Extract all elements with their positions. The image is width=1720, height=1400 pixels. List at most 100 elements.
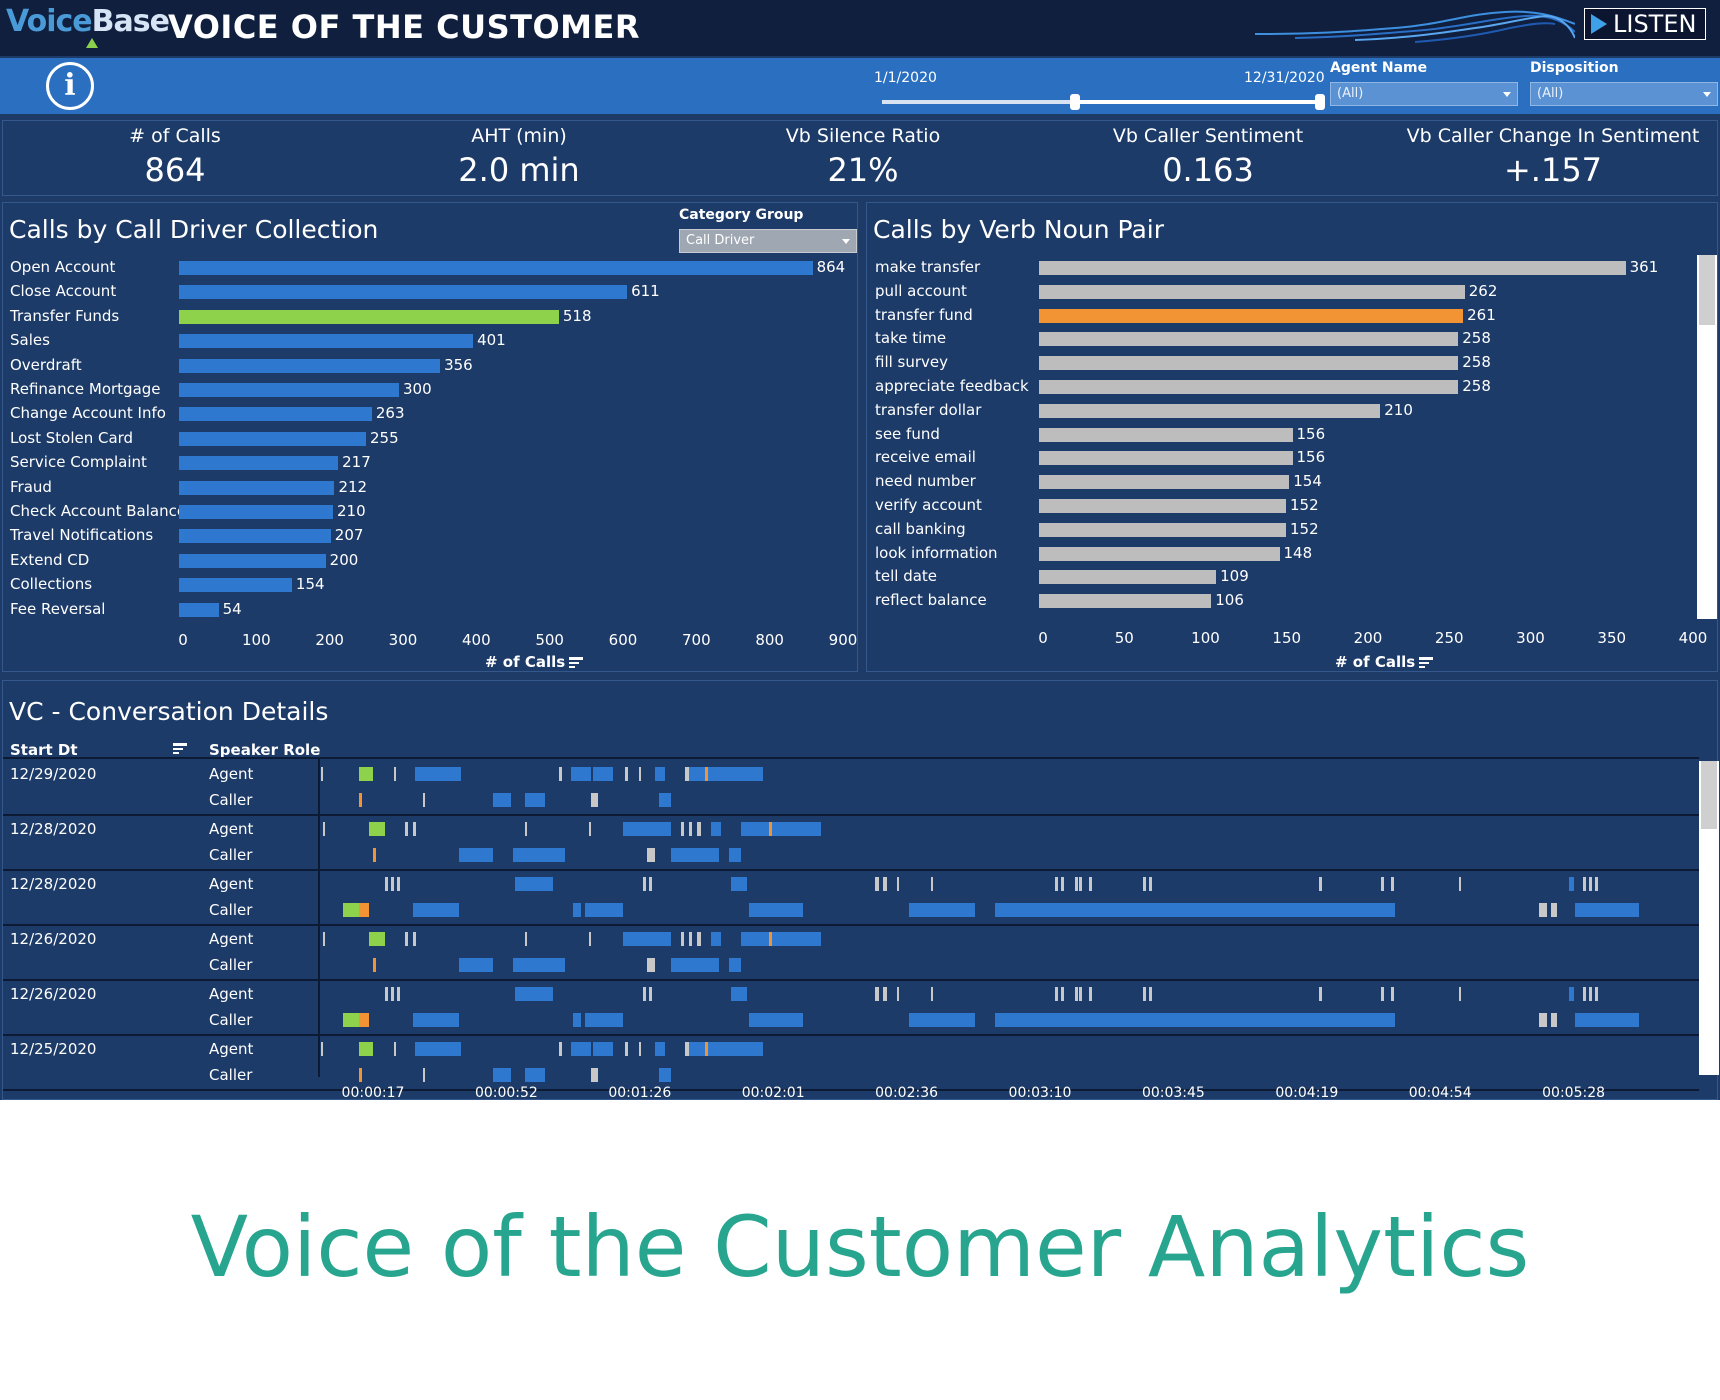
agent-name-select[interactable]: (All) bbox=[1330, 82, 1518, 106]
speech-segment[interactable] bbox=[659, 793, 671, 807]
bar[interactable] bbox=[1039, 332, 1458, 346]
speech-segment[interactable] bbox=[1075, 877, 1078, 891]
speech-segment[interactable] bbox=[359, 767, 373, 781]
speech-segment[interactable] bbox=[397, 987, 400, 1001]
speech-segment[interactable] bbox=[697, 822, 701, 836]
bar[interactable] bbox=[179, 261, 813, 275]
speech-segment[interactable] bbox=[415, 1042, 461, 1056]
speech-segment[interactable] bbox=[1595, 987, 1598, 1001]
speech-segment[interactable] bbox=[697, 932, 701, 946]
speech-segment[interactable] bbox=[625, 1042, 628, 1056]
speech-segment[interactable] bbox=[323, 932, 325, 946]
speech-segment[interactable] bbox=[1079, 877, 1082, 891]
speech-segment[interactable] bbox=[413, 1013, 459, 1027]
speech-segment[interactable] bbox=[643, 877, 646, 891]
speech-segment[interactable] bbox=[413, 932, 416, 946]
speech-segment[interactable] bbox=[769, 932, 772, 946]
speech-segment[interactable] bbox=[689, 767, 763, 781]
bar[interactable] bbox=[1039, 570, 1216, 584]
bar[interactable] bbox=[1039, 309, 1463, 323]
bar[interactable] bbox=[1039, 404, 1380, 418]
speech-segment[interactable] bbox=[1319, 877, 1322, 891]
speech-segment[interactable] bbox=[1075, 987, 1078, 1001]
speech-segment[interactable] bbox=[897, 877, 899, 891]
speech-segment[interactable] bbox=[385, 987, 388, 1001]
speech-segment[interactable] bbox=[995, 903, 1395, 917]
speech-segment[interactable] bbox=[1089, 987, 1092, 1001]
speech-segment[interactable] bbox=[1635, 1013, 1639, 1027]
speech-segment[interactable] bbox=[931, 877, 933, 891]
speech-segment[interactable] bbox=[405, 932, 408, 946]
speech-segment[interactable] bbox=[394, 1042, 396, 1056]
sort-icon[interactable] bbox=[1419, 657, 1433, 669]
speech-segment[interactable] bbox=[671, 848, 719, 862]
speech-segment[interactable] bbox=[1061, 987, 1064, 1001]
speech-segment[interactable] bbox=[681, 822, 684, 836]
listen-button[interactable]: LISTEN bbox=[1584, 8, 1706, 40]
sort-icon[interactable] bbox=[173, 743, 187, 755]
bar[interactable] bbox=[179, 407, 372, 421]
speech-segment[interactable] bbox=[689, 932, 692, 946]
speech-segment[interactable] bbox=[731, 877, 747, 891]
speech-segment[interactable] bbox=[423, 1068, 425, 1082]
speech-segment[interactable] bbox=[413, 822, 416, 836]
speech-segment[interactable] bbox=[359, 1042, 373, 1056]
speech-segment[interactable] bbox=[1391, 877, 1394, 891]
speech-segment[interactable] bbox=[573, 1013, 581, 1027]
speech-segment[interactable] bbox=[625, 767, 628, 781]
bar[interactable] bbox=[1039, 547, 1280, 561]
bar[interactable] bbox=[179, 432, 366, 446]
speech-segment[interactable] bbox=[394, 767, 396, 781]
speech-segment[interactable] bbox=[1583, 987, 1586, 1001]
speech-segment[interactable] bbox=[359, 903, 369, 917]
speech-segment[interactable] bbox=[321, 767, 323, 781]
speech-segment[interactable] bbox=[585, 903, 623, 917]
speech-segment[interactable] bbox=[671, 958, 719, 972]
speech-segment[interactable] bbox=[655, 767, 665, 781]
speech-segment[interactable] bbox=[655, 1042, 665, 1056]
speech-segment[interactable] bbox=[769, 822, 772, 836]
speech-segment[interactable] bbox=[729, 958, 741, 972]
speech-segment[interactable] bbox=[359, 793, 362, 807]
bar[interactable] bbox=[179, 359, 440, 373]
speech-segment[interactable] bbox=[1143, 987, 1146, 1001]
speech-segment[interactable] bbox=[681, 932, 684, 946]
speech-segment[interactable] bbox=[1539, 1013, 1547, 1027]
bar[interactable] bbox=[179, 578, 292, 592]
bar[interactable] bbox=[1039, 451, 1293, 465]
speech-segment[interactable] bbox=[731, 987, 747, 1001]
speech-segment[interactable] bbox=[571, 1042, 591, 1056]
bar[interactable] bbox=[179, 456, 338, 470]
speech-segment[interactable] bbox=[385, 877, 388, 891]
bar[interactable] bbox=[1039, 356, 1458, 370]
speech-segment[interactable] bbox=[397, 877, 400, 891]
speech-segment[interactable] bbox=[1149, 987, 1152, 1001]
speech-segment[interactable] bbox=[909, 1013, 975, 1027]
speech-segment[interactable] bbox=[1089, 877, 1092, 891]
category-group-select[interactable]: Call Driver bbox=[679, 229, 857, 253]
speech-segment[interactable] bbox=[639, 1042, 641, 1056]
speech-segment[interactable] bbox=[369, 822, 385, 836]
speech-segment[interactable] bbox=[659, 1068, 671, 1082]
speech-segment[interactable] bbox=[1079, 987, 1082, 1001]
speech-segment[interactable] bbox=[573, 903, 581, 917]
bar[interactable] bbox=[1039, 499, 1286, 513]
speech-segment[interactable] bbox=[909, 903, 975, 917]
speech-segment[interactable] bbox=[525, 1068, 545, 1082]
scrollbar-thumb[interactable] bbox=[1701, 761, 1717, 829]
speech-segment[interactable] bbox=[373, 958, 376, 972]
speech-segment[interactable] bbox=[1143, 877, 1146, 891]
speech-segment[interactable] bbox=[741, 822, 821, 836]
speech-segment[interactable] bbox=[649, 987, 652, 1001]
speech-segment[interactable] bbox=[1381, 877, 1384, 891]
speech-segment[interactable] bbox=[639, 767, 641, 781]
speech-segment[interactable] bbox=[749, 903, 803, 917]
conversation-scrollbar[interactable] bbox=[1699, 761, 1719, 1075]
speech-segment[interactable] bbox=[883, 987, 887, 1001]
bar[interactable] bbox=[1039, 594, 1211, 608]
speech-segment[interactable] bbox=[1055, 877, 1058, 891]
speech-segment[interactable] bbox=[459, 958, 493, 972]
date-range-slider[interactable] bbox=[882, 100, 1320, 104]
speech-segment[interactable] bbox=[1459, 987, 1461, 1001]
speech-segment[interactable] bbox=[1595, 877, 1598, 891]
